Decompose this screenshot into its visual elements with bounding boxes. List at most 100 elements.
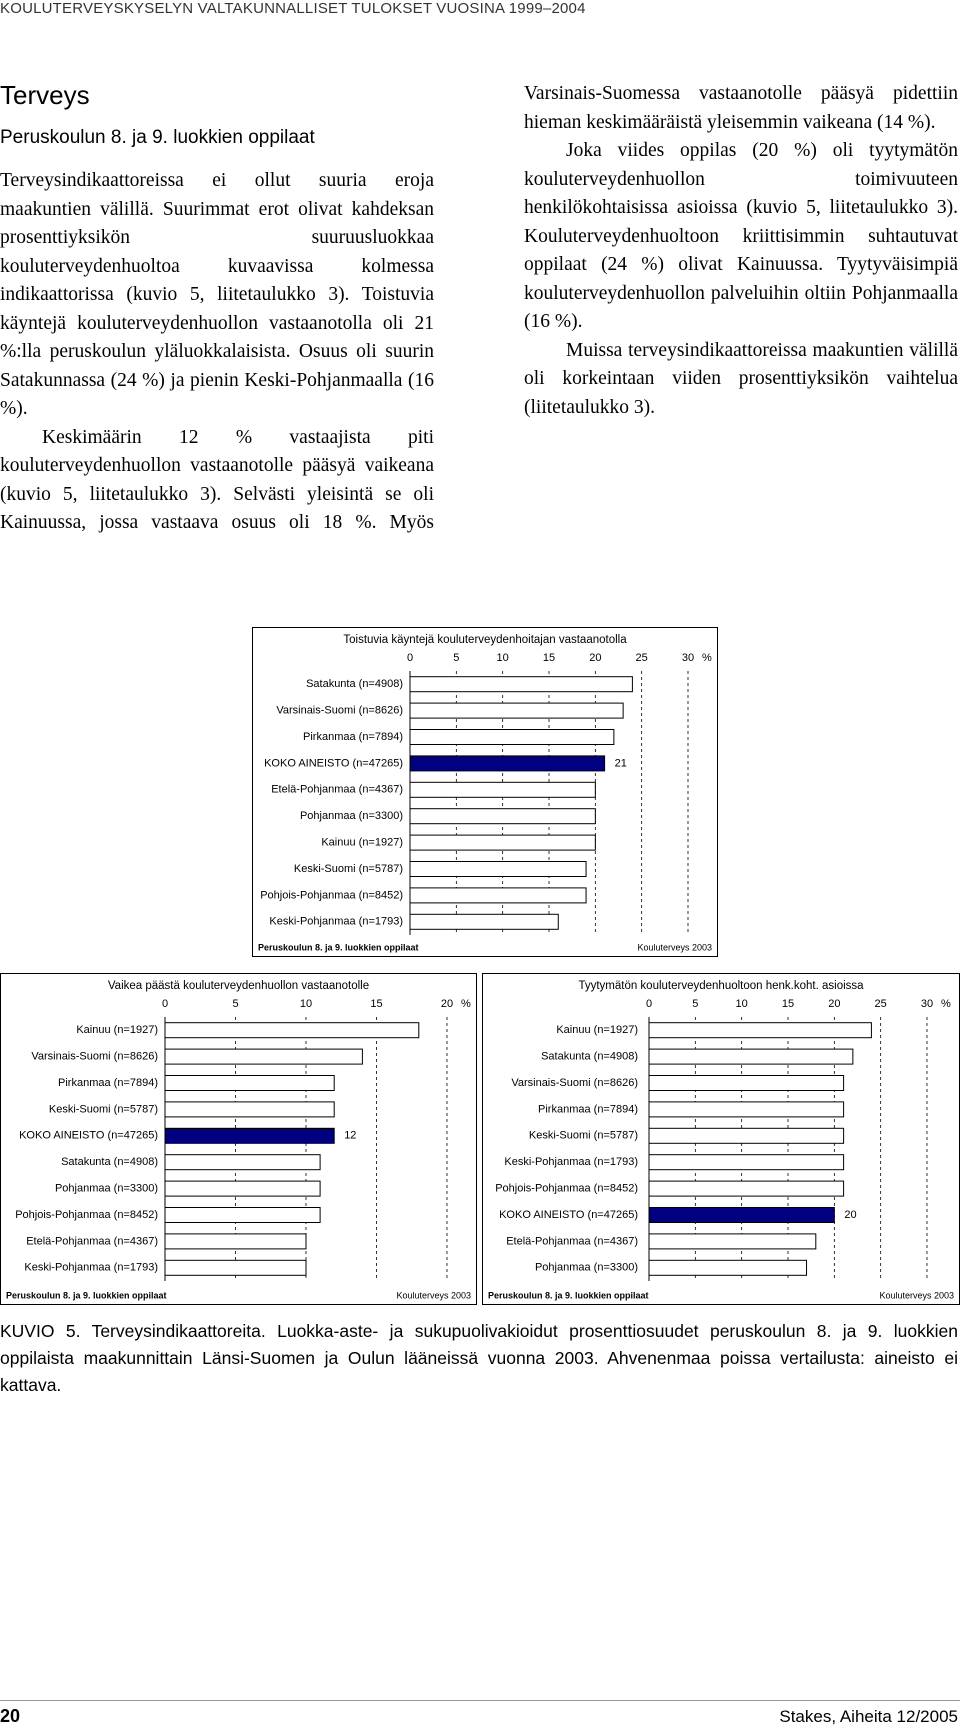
category-label: Satakunta (n=4908) xyxy=(61,1156,158,1168)
x-tick-label: 5 xyxy=(232,998,238,1010)
section-subtitle: Peruskoulun 8. ja 9. luokkien oppilaat xyxy=(0,127,315,148)
bar xyxy=(164,1075,335,1091)
value-label: 21 xyxy=(615,757,627,769)
bar xyxy=(648,1127,845,1144)
paragraph: Muissa terveysindikaattoreissa maakuntie… xyxy=(524,339,958,418)
bar xyxy=(164,1048,363,1065)
category-label: Pirkanmaa (n=7894) xyxy=(58,1077,158,1089)
x-tick-label: 0 xyxy=(407,652,413,664)
x-tick-label: 20 xyxy=(589,652,601,664)
bar xyxy=(409,702,624,719)
footer-rule xyxy=(0,1700,960,1701)
x-tick-label: 15 xyxy=(543,652,555,664)
chart-frame xyxy=(0,973,477,1305)
bar-chart: Toistuvia käyntejä kouluterveydenhoitaja… xyxy=(252,627,718,957)
bar xyxy=(164,1207,321,1223)
category-label: Keski-Suomi (n=5787) xyxy=(529,1130,638,1142)
body-text: Terveys Peruskoulun 8. ja 9. luokkien op… xyxy=(0,80,958,540)
bar xyxy=(409,729,615,745)
chart-frame xyxy=(252,627,718,957)
axis-unit: % xyxy=(941,998,951,1010)
category-label: Pohjanmaa (n=3300) xyxy=(55,1183,158,1195)
category-label: Satakunta (n=4908) xyxy=(541,1051,638,1063)
axis-unit: % xyxy=(702,652,712,664)
category-label: Keski-Pohjanmaa (n=1793) xyxy=(24,1262,158,1274)
category-label: Varsinais-Suomi (n=8626) xyxy=(31,1051,158,1063)
bar xyxy=(164,1259,307,1276)
category-label: Keski-Pohjanmaa (n=1793) xyxy=(269,916,403,928)
bar xyxy=(648,1180,845,1197)
paragraph: Keskimäärin 12 % vastaajista piti koulut… xyxy=(0,83,958,533)
x-tick-label: 30 xyxy=(682,652,694,664)
chart-title: Vaikea päästä kouluterveydenhuollon vast… xyxy=(108,980,369,992)
bar xyxy=(164,1154,321,1171)
category-label: Pohjanmaa (n=3300) xyxy=(535,1262,638,1274)
category-label: Etelä-Pohjanmaa (n=4367) xyxy=(26,1235,158,1247)
bar xyxy=(648,1233,817,1250)
x-tick-label: 15 xyxy=(782,998,794,1010)
value-label: 20 xyxy=(844,1209,856,1221)
x-tick-label: 25 xyxy=(875,998,887,1010)
x-tick-label: 5 xyxy=(453,652,459,664)
axis-unit: % xyxy=(461,998,471,1010)
category-label: Pohjanmaa (n=3300) xyxy=(300,810,403,822)
x-tick-label: 20 xyxy=(441,998,453,1010)
x-tick-label: 10 xyxy=(300,998,312,1010)
category-label: Kainuu (n=1927) xyxy=(321,837,403,849)
category-label: KOKO AINEISTO (n=47265) xyxy=(499,1209,638,1221)
running-header: KOULUTERVEYSKYSELYN VALTAKUNNALLISET TUL… xyxy=(0,0,586,17)
category-label: Keski-Suomi (n=5787) xyxy=(49,1103,158,1115)
source-left: Peruskoulun 8. ja 9. luokkien oppilaat xyxy=(258,942,419,952)
category-label: Kainuu (n=1927) xyxy=(556,1024,638,1036)
bar xyxy=(409,913,559,930)
bar xyxy=(164,1233,307,1250)
bar xyxy=(164,1022,420,1039)
x-tick-label: 5 xyxy=(692,998,698,1010)
paragraph: Terveysindikaattoreissa ei ollut suuria … xyxy=(0,170,434,419)
category-label: Pohjois-Pohjanmaa (n=8452) xyxy=(495,1183,638,1195)
value-label: 12 xyxy=(344,1130,356,1142)
bar xyxy=(648,1101,845,1118)
category-label: Kainuu (n=1927) xyxy=(76,1024,158,1036)
bar xyxy=(409,755,606,772)
bar xyxy=(409,808,596,825)
figure-caption: KUVIO 5. Terveysindikaattoreita. Luokka-… xyxy=(0,1321,958,1395)
source-right: Kouluterveys 2003 xyxy=(879,1290,954,1300)
bar xyxy=(409,676,633,693)
section-title: Terveys xyxy=(0,80,90,110)
bar xyxy=(409,861,587,877)
page-number: 20 xyxy=(0,1706,21,1726)
chart-title: Toistuvia käyntejä kouluterveydenhoitaja… xyxy=(343,634,627,646)
bar xyxy=(164,1101,335,1118)
x-tick-label: 0 xyxy=(646,998,652,1010)
bar xyxy=(164,1127,335,1144)
category-label: Satakunta (n=4908) xyxy=(306,678,403,690)
bar-chart: Tyytymätön kouluterveydenhuoltoon henk.k… xyxy=(482,973,960,1305)
category-label: Keski-Pohjanmaa (n=1793) xyxy=(504,1156,638,1168)
x-tick-label: 25 xyxy=(636,652,648,664)
source-left: Peruskoulun 8. ja 9. luokkien oppilaat xyxy=(6,1290,167,1300)
bar xyxy=(409,834,596,851)
bar xyxy=(164,1180,321,1197)
category-label: Varsinais-Suomi (n=8626) xyxy=(511,1077,638,1089)
bar xyxy=(648,1154,845,1171)
x-tick-label: 20 xyxy=(828,998,840,1010)
x-tick-label: 0 xyxy=(162,998,168,1010)
category-label: KOKO AINEISTO (n=47265) xyxy=(264,757,403,769)
chart-title: Tyytymätön kouluterveydenhuoltoon henk.k… xyxy=(578,980,864,992)
category-label: Pohjois-Pohjanmaa (n=8452) xyxy=(260,889,403,901)
bar xyxy=(648,1048,854,1065)
category-label: Pirkanmaa (n=7894) xyxy=(538,1103,638,1115)
category-label: Pohjois-Pohjanmaa (n=8452) xyxy=(15,1209,158,1221)
category-label: Etelä-Pohjanmaa (n=4367) xyxy=(271,784,403,796)
bar xyxy=(409,887,587,904)
category-label: Varsinais-Suomi (n=8626) xyxy=(276,705,403,717)
x-tick-label: 15 xyxy=(370,998,382,1010)
category-label: Keski-Suomi (n=5787) xyxy=(294,863,403,875)
source-right: Kouluterveys 2003 xyxy=(637,942,712,952)
x-tick-label: 10 xyxy=(497,652,509,664)
x-tick-label: 10 xyxy=(736,998,748,1010)
category-label: Pirkanmaa (n=7894) xyxy=(303,731,403,743)
publisher: Stakes, Aiheita 12/2005 xyxy=(779,1707,958,1726)
